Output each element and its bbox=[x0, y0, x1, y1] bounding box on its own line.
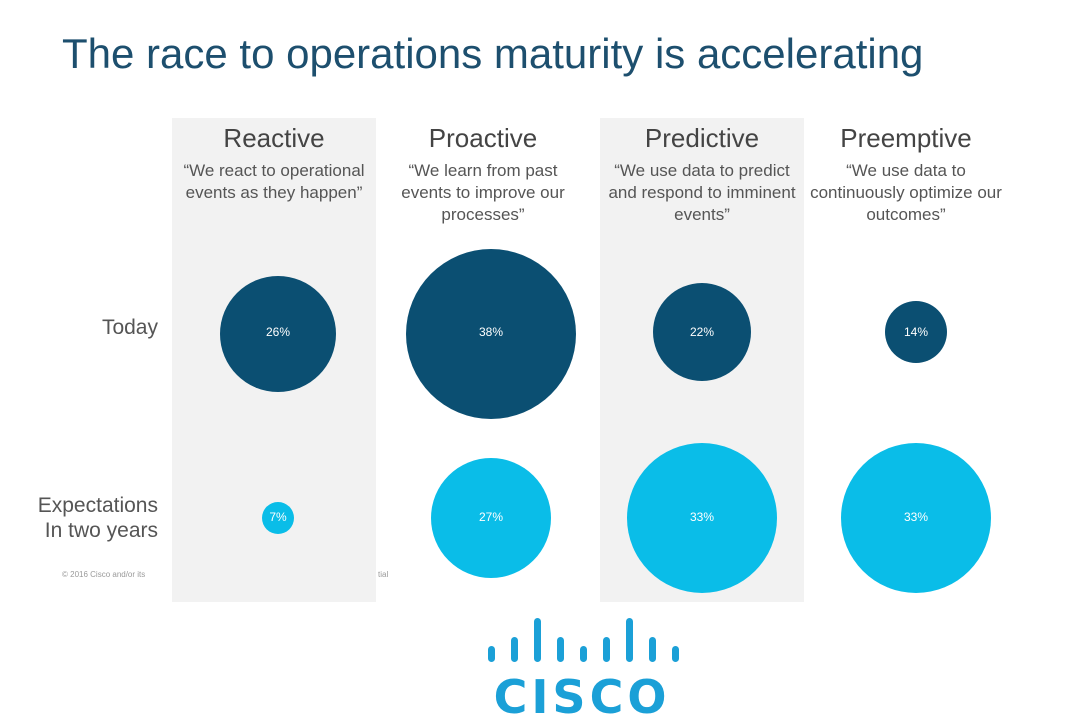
cisco-logo-bars-icon bbox=[488, 618, 679, 662]
bubble-today-preemptive bbox=[885, 301, 947, 363]
stage-heading: Reactive bbox=[223, 123, 325, 153]
bubble-label: 33% bbox=[689, 510, 715, 524]
bubble-today-proactive bbox=[406, 249, 576, 419]
stage-quote: “We react to operational events as they … bbox=[183, 161, 365, 202]
copyright-text: © 2016 Cisco and/or its bbox=[62, 570, 146, 579]
bubble-label: 14% bbox=[903, 325, 929, 339]
bubble-label: 27% bbox=[478, 510, 504, 524]
stage-column-predictive: Predictive “We use data to predict and r… bbox=[600, 122, 804, 226]
bubble-future-proactive bbox=[431, 458, 551, 578]
stage-heading: Preemptive bbox=[840, 123, 972, 153]
bubble-label: 38% bbox=[478, 325, 504, 339]
bubble-label: 22% bbox=[689, 325, 715, 339]
row-label-future: Expectations In two years bbox=[38, 493, 158, 543]
bubble-label: 26% bbox=[265, 325, 291, 339]
row-label-today-text: Today bbox=[101, 316, 158, 339]
copyright-tail-text: tial bbox=[378, 570, 389, 579]
slide-title: The race to operations maturity is accel… bbox=[62, 30, 924, 77]
bubble-future-reactive bbox=[262, 502, 294, 534]
stage-column-preemptive: Preemptive “We use data to continuously … bbox=[804, 122, 1008, 226]
bubble-label: 33% bbox=[903, 510, 929, 524]
row-label-future-line2: In two years bbox=[44, 519, 158, 542]
bubble-label: 7% bbox=[269, 510, 287, 524]
stage-column-reactive: Reactive “We react to operational events… bbox=[172, 122, 376, 204]
bubble-today-predictive bbox=[653, 283, 751, 381]
cisco-logo-wordmark: CISCO bbox=[493, 670, 671, 724]
stage-heading: Proactive bbox=[428, 123, 538, 153]
stage-quote: “We learn from past events to improve ou… bbox=[401, 161, 565, 224]
stage-quote: “We use data to predict and respond to i… bbox=[608, 161, 796, 224]
stage-heading: Predictive bbox=[644, 123, 760, 153]
row-label-future-line1: Expectations bbox=[37, 494, 158, 517]
bubble-today-reactive bbox=[220, 276, 336, 392]
row-label-today: Today bbox=[102, 315, 158, 340]
bubble-future-predictive bbox=[627, 443, 777, 593]
stage-column-proactive: Proactive “We learn from past events to … bbox=[381, 122, 585, 226]
stage-quote: “We use data to continuously optimize ou… bbox=[810, 161, 1002, 224]
bubble-future-preemptive bbox=[841, 443, 991, 593]
